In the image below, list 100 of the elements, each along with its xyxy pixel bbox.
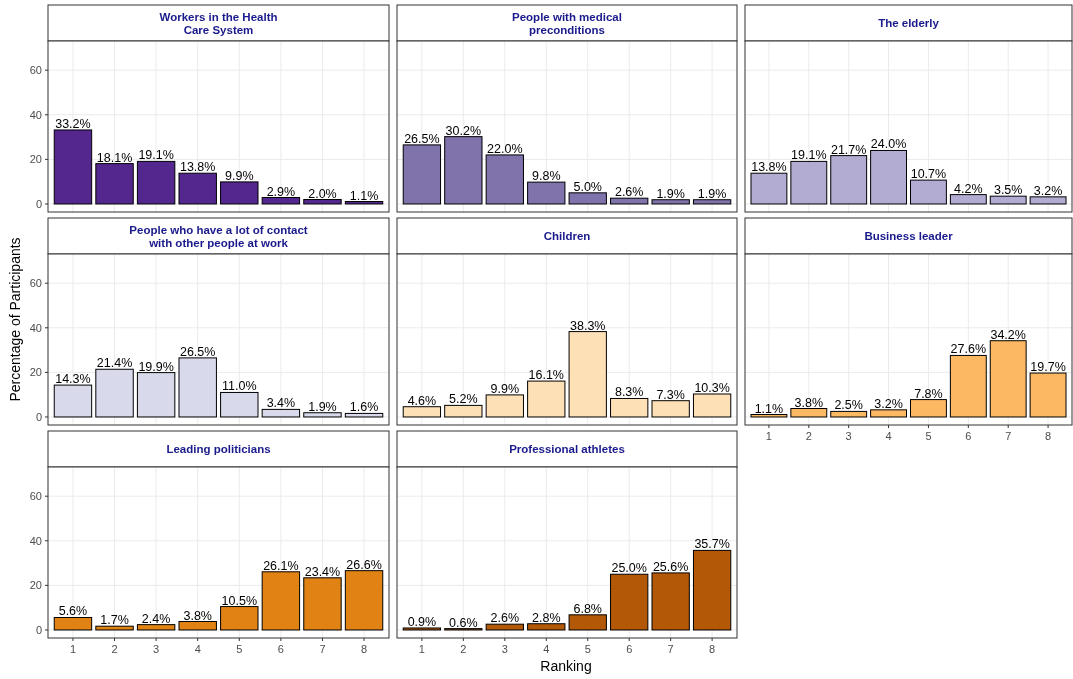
- bar: [610, 197, 649, 205]
- y-tick-label: 20: [29, 153, 42, 166]
- bar: [830, 410, 868, 418]
- bar: [53, 384, 93, 418]
- x-tick-label: 4: [543, 643, 550, 655]
- x-tick-label: 4: [885, 430, 892, 442]
- data-label: 22.0%: [487, 141, 523, 156]
- data-label: 8.3%: [614, 385, 644, 400]
- bar: [344, 570, 384, 631]
- bar: [136, 624, 176, 631]
- bar: [909, 179, 947, 205]
- data-label: 26.6%: [346, 557, 382, 572]
- data-label: 19.1%: [138, 148, 174, 163]
- data-label: 16.1%: [528, 368, 564, 383]
- x-tick-label: 8: [360, 643, 368, 655]
- x-tick-label: 8: [1045, 430, 1052, 442]
- bar: [692, 549, 732, 631]
- bar: [178, 172, 217, 205]
- data-label: 6.8%: [573, 601, 602, 616]
- data-label: 10.5%: [221, 593, 258, 608]
- bar: [261, 408, 301, 418]
- data-label: 1.1%: [349, 188, 379, 203]
- bar: [303, 412, 342, 418]
- data-label: 2.4%: [141, 611, 171, 626]
- data-label: 21.4%: [96, 356, 133, 371]
- bar: [53, 129, 93, 205]
- bar: [303, 577, 342, 631]
- data-label: 19.1%: [791, 148, 827, 163]
- x-tick-label: 3: [845, 430, 852, 442]
- data-label: 19.7%: [1030, 360, 1066, 375]
- data-label: 1.7%: [100, 613, 129, 628]
- chart-title: Children: [543, 230, 591, 242]
- data-label: 4.2%: [954, 181, 983, 196]
- data-label: 5.2%: [449, 392, 478, 407]
- bar: [909, 399, 947, 418]
- data-label: 3.8%: [183, 608, 212, 623]
- bar: [485, 154, 524, 205]
- data-label: 1.9%: [656, 186, 685, 201]
- y-axis-title: Percentage of Participants: [7, 237, 23, 402]
- data-label: 3.2%: [1033, 183, 1063, 198]
- data-label: 3.4%: [266, 396, 296, 411]
- chart-title: Workers in the Health Care System: [159, 10, 278, 36]
- chart-title: People with medical preconditions: [512, 10, 622, 36]
- bar: [95, 368, 134, 418]
- x-tick-label: 7: [319, 643, 326, 655]
- bar: [692, 199, 732, 205]
- bar: [568, 331, 607, 418]
- y-tick-label: 60: [29, 64, 42, 77]
- chart-title: Professional athletes: [509, 443, 625, 455]
- bar: [261, 197, 301, 205]
- data-label: 26.1%: [263, 558, 299, 573]
- bar: [527, 623, 566, 631]
- y-tick-label: 40: [29, 321, 42, 334]
- bar: [136, 372, 176, 418]
- y-tick-label: 0: [35, 410, 42, 423]
- y-tick-label: 40: [29, 108, 42, 121]
- x-tick-label: 6: [626, 643, 633, 655]
- x-tick-label: 7: [1005, 430, 1012, 442]
- data-label: 13.8%: [751, 160, 787, 175]
- chart-title: Leading politicians: [166, 443, 271, 455]
- bar: [220, 181, 259, 205]
- y-tick-label: 20: [29, 366, 42, 379]
- data-label: 11.0%: [222, 379, 257, 394]
- data-label: 9.9%: [225, 168, 254, 183]
- bar: [485, 623, 524, 631]
- bar: [1029, 372, 1067, 418]
- data-label: 9.9%: [490, 381, 520, 396]
- x-tick-label: 7: [667, 643, 674, 655]
- bar: [790, 408, 828, 418]
- data-label: 18.1%: [96, 150, 133, 165]
- y-tick-label: 0: [35, 197, 42, 210]
- bar: [568, 614, 607, 631]
- bar: [610, 573, 649, 631]
- bar: [651, 199, 690, 205]
- data-label: 13.8%: [179, 160, 216, 175]
- bar: [402, 406, 442, 418]
- data-label: 7.3%: [656, 387, 685, 402]
- chart-title: The elderly: [878, 17, 940, 29]
- y-tick-label: 60: [29, 277, 42, 290]
- data-label: 2.5%: [834, 398, 863, 413]
- bar: [261, 571, 301, 631]
- bar: [989, 195, 1027, 205]
- data-label: 24.0%: [870, 137, 907, 152]
- data-label: 1.6%: [349, 400, 379, 415]
- bar: [989, 340, 1027, 418]
- data-label: 38.3%: [570, 318, 606, 333]
- data-label: 2.6%: [614, 185, 644, 200]
- bar: [95, 163, 134, 205]
- data-label: 34.2%: [990, 327, 1026, 342]
- data-label: 23.4%: [304, 564, 341, 579]
- data-label: 26.5%: [179, 344, 216, 359]
- data-label: 21.7%: [830, 142, 867, 157]
- data-label: 25.6%: [652, 559, 689, 574]
- data-label: 5.0%: [573, 179, 602, 194]
- bar: [790, 160, 828, 205]
- x-tick-label: 1: [418, 643, 425, 655]
- bar: [527, 380, 566, 418]
- data-label: 35.7%: [694, 537, 730, 552]
- data-label: 1.9%: [308, 399, 337, 414]
- bar: [1029, 196, 1067, 205]
